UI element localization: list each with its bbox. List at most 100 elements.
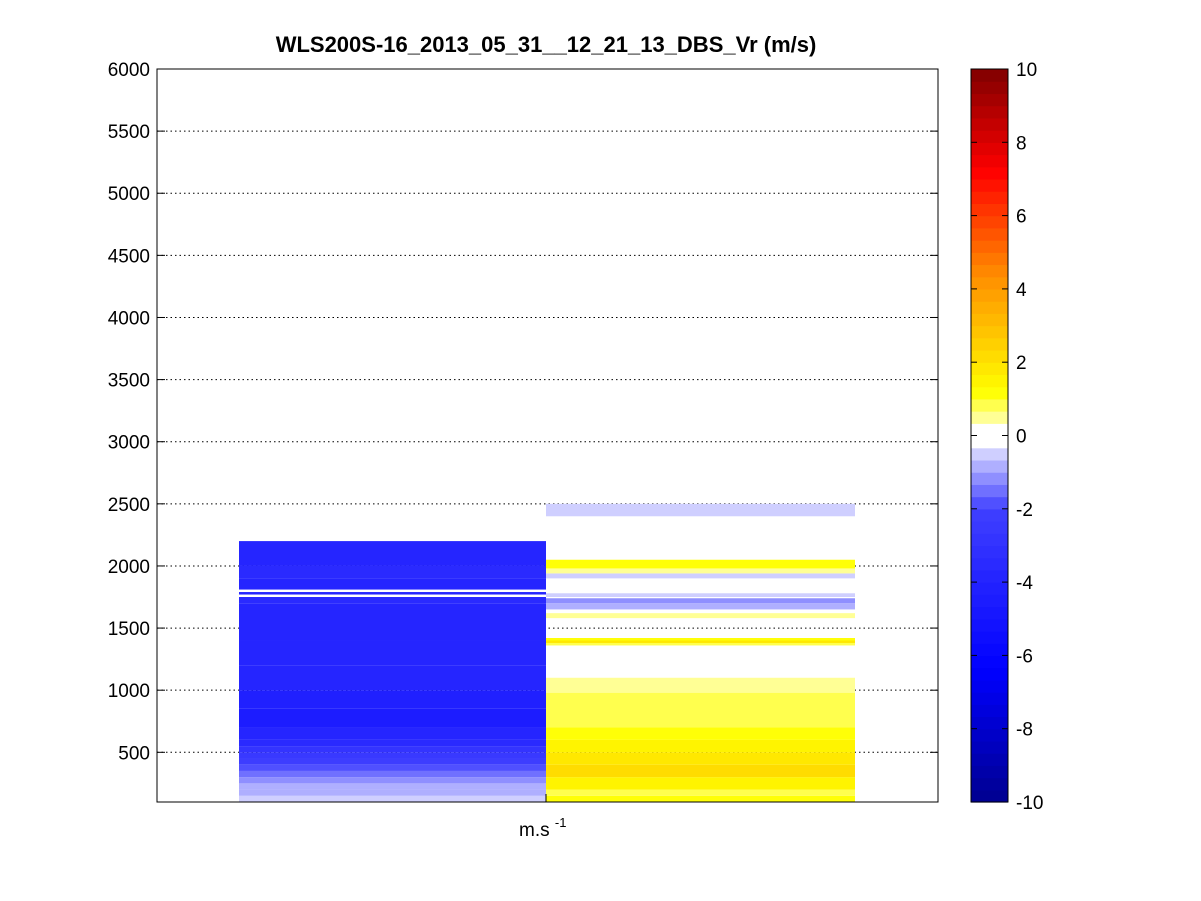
colorbar-segment: [971, 166, 1008, 180]
colorbar-segment: [971, 313, 1008, 327]
colorbar-segment: [971, 337, 1008, 351]
y-tick-label: 4500: [108, 246, 150, 267]
colorbar-segment: [971, 117, 1008, 131]
heatmap-cell: [546, 603, 855, 610]
heatmap-cell: [546, 692, 855, 728]
colorbar-segment: [971, 154, 1008, 168]
heatmap-cell: [239, 690, 546, 709]
colorbar-segment: [971, 594, 1008, 608]
colorbar-segment: [971, 386, 1008, 400]
heatmap-cell: [546, 642, 855, 646]
y-tick-label: 2000: [108, 557, 150, 578]
colorbar-segment: [971, 81, 1008, 95]
y-tick-label: 5000: [108, 184, 150, 205]
colorbar-tick-label: -4: [1016, 573, 1033, 594]
colorbar-segment: [971, 227, 1008, 241]
heatmap-cell: [239, 597, 546, 604]
heatmap-cell: [239, 789, 546, 796]
colorbar-segment: [971, 521, 1008, 534]
heatmap-cell: [239, 708, 546, 728]
colorbar-segment: [971, 301, 1008, 314]
chart-title: WLS200S-16_2013_05_31__12_21_13_DBS_Vr (…: [276, 32, 817, 57]
heatmap-cell: [239, 727, 546, 740]
heatmap-cell: [239, 541, 546, 566]
colorbar-segment: [971, 411, 1008, 424]
heatmap-cell: [239, 592, 546, 595]
colorbar-segment: [971, 692, 1008, 705]
colorbar-tick-label: -2: [1016, 500, 1033, 521]
heatmap-cell: [546, 559, 855, 569]
heatmap-cell: [239, 770, 546, 778]
colorbar-segment: [971, 545, 1008, 559]
heatmap-cell: [239, 565, 546, 579]
colorbar-segment: [971, 349, 1008, 363]
colorbar-segment: [971, 606, 1008, 620]
colorbar-tick-label: 8: [1016, 133, 1027, 154]
colorbar-segment: [971, 105, 1008, 119]
heatmap-cell: [546, 593, 855, 598]
colorbar-segment: [971, 569, 1008, 583]
heatmap-cell: [239, 752, 546, 759]
colorbar-segment: [971, 667, 1008, 681]
y-tick-label: 1000: [108, 681, 150, 702]
colorbar-segment: [971, 753, 1008, 766]
plot-frame: [156, 68, 939, 803]
heatmap-cell: [239, 603, 546, 641]
colorbar-segment: [971, 472, 1008, 485]
heatmap-cell: [546, 677, 855, 693]
y-tick-label: 1500: [108, 619, 150, 640]
heatmap-cell: [546, 752, 855, 765]
colorbar-segment: [971, 362, 1008, 376]
x-axis-label: m.s -1: [519, 815, 566, 841]
heatmap-cell: [546, 598, 855, 604]
colorbar: [971, 69, 1008, 803]
colorbar-segment: [971, 508, 1008, 522]
colorbar-segment: [971, 789, 1008, 803]
colorbar-segment: [971, 435, 1008, 449]
heatmap-cell: [546, 764, 855, 778]
y-tick-label: 500: [118, 743, 150, 764]
colorbar-tick-label: -10: [1016, 793, 1043, 814]
heatmap-cell: [239, 777, 546, 784]
colorbar-segment: [971, 533, 1008, 547]
heatmap-cell: [239, 578, 546, 590]
heatmap-cell: [239, 746, 546, 753]
colorbar-tick-label: 0: [1016, 427, 1027, 448]
heatmap-cell: [239, 783, 546, 790]
colorbar-segment: [971, 69, 1008, 82]
colorbar-segment: [971, 728, 1008, 742]
colorbar-segment: [971, 459, 1008, 473]
colorbar-segment: [971, 288, 1008, 302]
colorbar-tick-label: 4: [1016, 280, 1027, 301]
colorbar-segment: [971, 618, 1008, 632]
heatmap-cell: [546, 789, 855, 796]
heatmap-cell: [546, 568, 855, 574]
colorbar-tick-label: -6: [1016, 646, 1033, 667]
colorbar-segment: [971, 679, 1008, 693]
colorbar-segment: [971, 142, 1008, 156]
heatmap-cell: [546, 613, 855, 619]
heatmap-cell: [546, 573, 855, 579]
colorbar-segment: [971, 740, 1008, 754]
heatmap-cell: [239, 795, 546, 802]
colorbar-segment: [971, 264, 1008, 278]
y-tick-label: 4000: [108, 308, 150, 329]
colorbar-segment: [971, 582, 1008, 595]
colorbar-segment: [971, 655, 1008, 669]
heatmap-cell: [546, 739, 855, 753]
colorbar-ticks: -10 -8 -6 -4 -2 0 2 4 6 8 10: [971, 60, 1043, 814]
y-tick-label: 3000: [108, 433, 150, 454]
heatmap-cell: [239, 665, 546, 691]
colorbar-segment: [971, 93, 1008, 107]
heatmap-cell: [546, 503, 855, 517]
colorbar-tick-label: 6: [1016, 207, 1027, 228]
colorbar-tick-label: 2: [1016, 353, 1027, 374]
colorbar-segment: [971, 178, 1008, 192]
colorbar-segment: [971, 374, 1008, 388]
heatmap-cell: [546, 645, 855, 650]
colorbar-segment: [971, 130, 1008, 143]
x-axis-label-base: m.s: [519, 820, 550, 841]
heatmap-cell: [239, 640, 546, 666]
colorbar-segment: [971, 716, 1008, 730]
